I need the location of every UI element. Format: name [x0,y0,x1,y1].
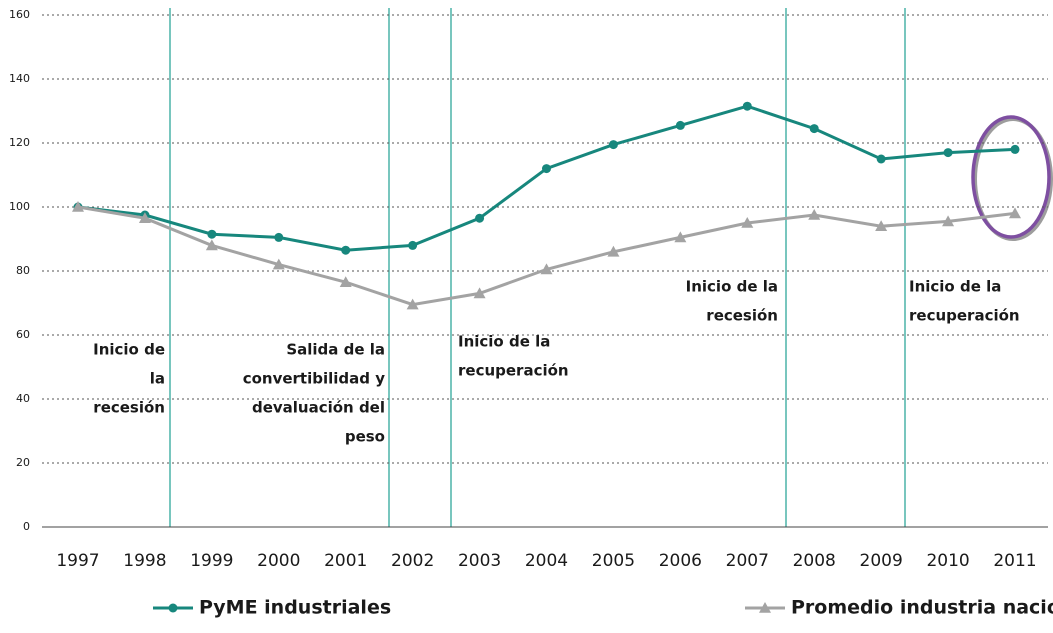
point [942,215,955,227]
point [943,148,953,158]
y-tick-label: 60 [16,328,30,341]
point [1010,144,1020,154]
point [809,124,819,134]
event-lines [169,8,906,527]
y-tick-label: 100 [9,200,30,213]
point [1009,207,1021,219]
y-tick-label: 0 [23,520,30,533]
point [339,276,352,287]
series-line [77,104,1016,252]
x-tick-label: 2004 [525,551,568,571]
x-tick-label: 1997 [56,551,99,571]
x-tick-label: 2001 [324,551,367,571]
point [272,258,285,270]
point [875,220,888,231]
point [408,240,418,250]
x-tick-label: 2010 [926,551,969,571]
y-tick-label: 160 [9,8,30,21]
annotation: Inicio de la [458,333,550,351]
annotation: recesión [706,307,778,325]
point [741,217,754,228]
x-tick-label: 2003 [458,551,501,571]
x-tick-label: 2011 [993,551,1036,571]
legend-marker [168,603,178,613]
y-tick-label: 140 [9,72,30,85]
y-tick-label: 120 [9,136,30,149]
point [540,263,553,275]
annotation: recuperación [458,362,569,380]
point [674,231,687,243]
highlight-shadow [973,117,1053,241]
point [207,229,217,239]
x-tick-label: 2005 [592,551,635,571]
annotation: recesión [93,399,165,417]
point [542,164,551,174]
x-tick-label: 2002 [391,551,434,571]
series-line [77,205,1016,307]
x-tick-label: 2008 [793,551,836,571]
x-tick-label: 2000 [257,551,300,571]
point [473,287,486,299]
point [475,213,485,223]
x-tick-label: 2007 [726,551,769,571]
annotation: Salida de la [286,341,385,359]
annotation: Inicio de [93,341,165,359]
x-tick-label: 1999 [190,551,233,571]
point [406,298,419,310]
y-tick-label: 40 [16,392,30,405]
annotation: la [150,370,165,388]
point [808,209,821,220]
annotation: recuperación [909,307,1020,325]
point [72,201,84,212]
legend-marker [759,602,771,613]
point [876,154,886,164]
annotation: Inicio de la [909,278,1001,296]
point [341,245,351,255]
point [205,239,218,251]
annotation: devaluación del [252,399,385,417]
point [274,232,284,242]
legend-label: PyME industriales [199,597,391,619]
annotation: Inicio de la [686,278,778,296]
point [138,212,151,223]
highlight-circle [971,115,1051,239]
point [607,245,620,257]
legend-label: Promedio industria nacional [791,597,1053,619]
annotation: convertibilidad y [243,370,386,388]
x-tick-label: 2006 [659,551,702,571]
y-tick-label: 20 [16,456,30,469]
point [608,140,618,150]
point [675,120,685,130]
x-tick-label: 2009 [860,551,903,571]
annotation: peso [345,428,385,446]
x-tick-label: 1998 [123,551,166,571]
y-tick-label: 80 [16,264,30,277]
point [742,101,752,111]
